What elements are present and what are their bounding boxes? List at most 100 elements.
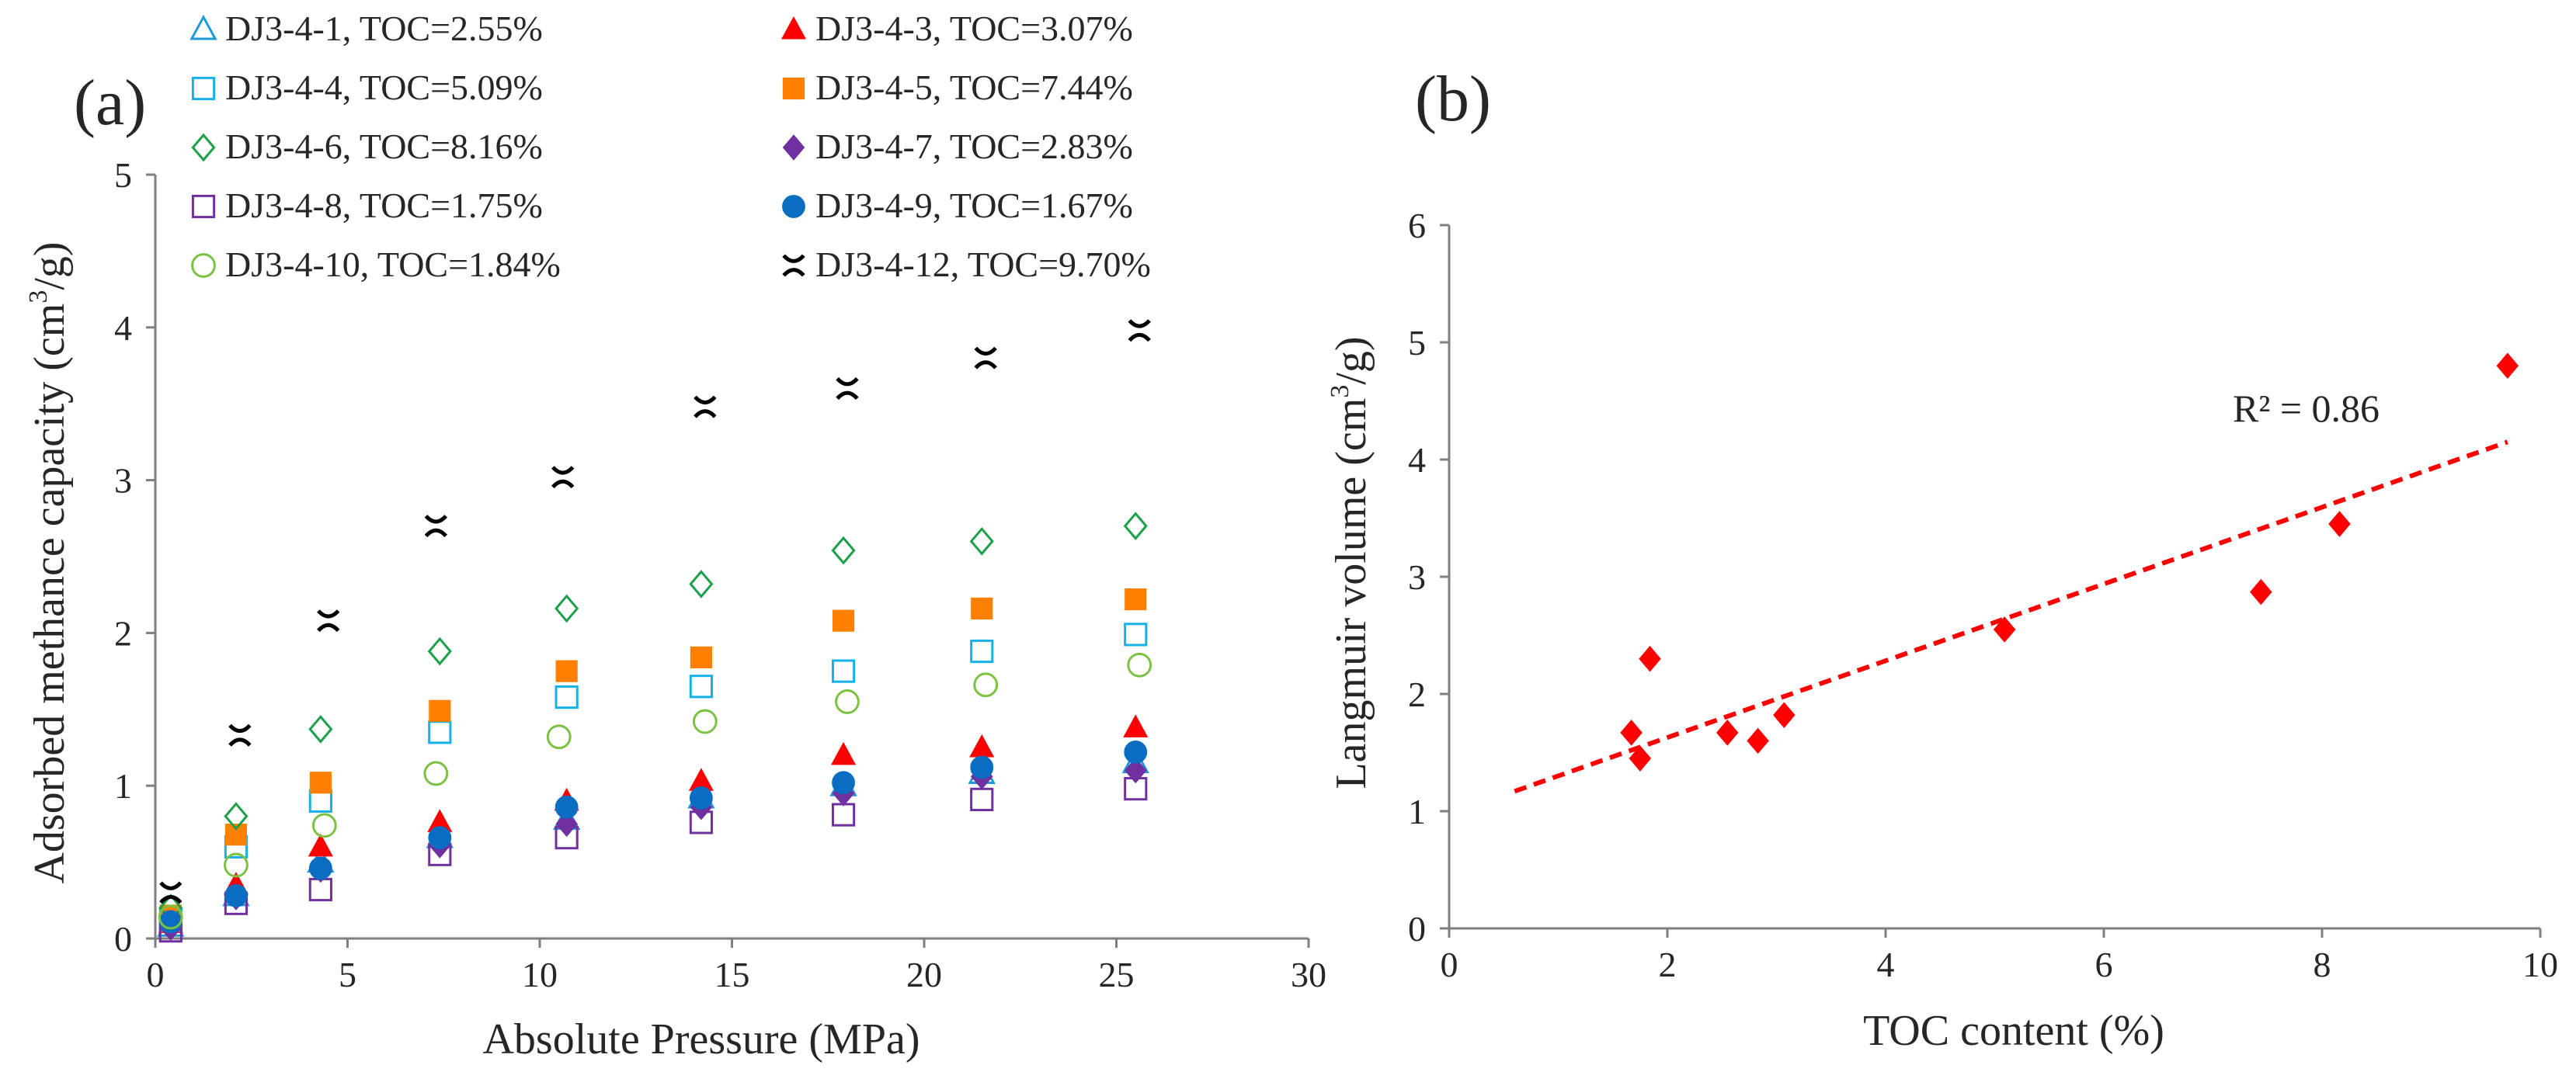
series-8 <box>158 741 1148 934</box>
legend-item: DJ3-4-8, TOC=1.75% <box>191 186 543 225</box>
y-tick-label: 5 <box>1408 323 1426 363</box>
legend-a: DJ3-4-1, TOC=2.55% DJ3-4-3, TOC=3.07% DJ3-… <box>189 9 1151 284</box>
data-point <box>1123 512 1148 540</box>
series-10 <box>159 319 1151 904</box>
legend-label: DJ3-4-8, TOC=1.75% <box>225 186 543 225</box>
series-1 <box>1620 352 2519 772</box>
data-point <box>1716 720 1739 746</box>
data-point <box>2250 578 2272 605</box>
data-point <box>831 536 856 565</box>
series-7 <box>158 777 1148 943</box>
data-point <box>1629 745 1652 772</box>
data-point <box>970 787 994 812</box>
data-point <box>228 723 252 747</box>
r-squared-annotation: R² = 0.86 <box>2233 387 2380 430</box>
legend-item: DJ3-4-9, TOC=1.67% <box>782 186 1133 225</box>
legend-label: DJ3-4-3, TOC=3.07% <box>815 9 1133 48</box>
data-point <box>690 786 713 810</box>
data-point <box>224 824 248 846</box>
legend-label: DJ3-4-1, TOC=2.55% <box>225 9 543 48</box>
data-point <box>224 883 248 907</box>
data-point <box>1125 588 1147 611</box>
series-2 <box>158 714 1149 933</box>
data-point <box>1127 652 1152 678</box>
panel-label-a: (a) <box>74 67 146 139</box>
legend-marker <box>191 76 216 101</box>
data-point <box>1124 741 1148 764</box>
data-point <box>224 852 249 878</box>
legend-item: DJ3-4-1, TOC=2.55% <box>189 9 543 48</box>
data-point <box>554 594 579 623</box>
legend-marker <box>782 77 805 100</box>
series-1 <box>157 748 1149 937</box>
data-point <box>1124 757 1147 784</box>
y-tick-label: 2 <box>114 613 132 653</box>
x-tick-label: 25 <box>1099 955 1135 994</box>
y-tick-label: 4 <box>1408 440 1426 480</box>
legend-label: DJ3-4-6, TOC=8.16% <box>225 127 543 166</box>
x-tick-label: 20 <box>906 955 942 994</box>
data-point <box>1124 777 1148 801</box>
data-point <box>1993 616 2016 643</box>
plot-area-b: 0 2 4 6 8 10 0 1 2 3 4 5 6 <box>1408 206 2558 984</box>
legend-marker <box>782 254 805 277</box>
legend-label: DJ3-4-9, TOC=1.67% <box>815 186 1133 225</box>
x-tick-label: 8 <box>2314 945 2331 984</box>
data-point <box>309 772 332 794</box>
data-point <box>554 826 579 850</box>
data-point <box>554 795 579 819</box>
data-point <box>831 803 856 827</box>
y-axis-title-b: Langmuir volume (cm3/g) <box>1326 336 1375 789</box>
data-point <box>831 659 856 683</box>
y-tick-label: 2 <box>1408 675 1426 714</box>
data-point <box>974 346 997 369</box>
data-point <box>551 466 575 489</box>
y-axis-title-a: Adsorbed methance capacity (cm3/g) <box>24 241 74 883</box>
data-point <box>969 734 995 758</box>
chart-panel-a: (a) 0 5 10 15 20 25 30 0 1 2 3 4 5 DJ3-4-1, TOC=2.55… <box>24 9 1326 1063</box>
data-point <box>694 395 717 418</box>
chart-panel-b: (b) 0 2 4 6 8 10 0 1 2 3 4 5 6 R² = 0.86 TOC content… <box>1326 63 2558 1055</box>
panel-label-b: (b) <box>1415 63 1491 135</box>
data-point <box>1773 702 1796 728</box>
data-point <box>692 709 718 734</box>
y-tick-label: 4 <box>114 308 132 348</box>
data-point <box>423 761 449 786</box>
legend-label: DJ3-4-12, TOC=9.70% <box>815 245 1151 284</box>
legend-label: DJ3-4-7, TOC=2.83% <box>815 127 1133 166</box>
data-point <box>158 904 183 930</box>
data-point <box>970 639 994 664</box>
data-point <box>308 856 332 880</box>
series-9 <box>158 652 1152 930</box>
data-point <box>429 699 451 722</box>
legend-marker <box>782 134 805 161</box>
y-tick-label: 0 <box>1408 909 1426 949</box>
y-tick-label: 3 <box>114 461 132 501</box>
x-tick-label: 15 <box>714 955 750 994</box>
legend-item: DJ3-4-3, TOC=3.07% <box>780 9 1133 48</box>
y-tick-label: 1 <box>1408 792 1426 831</box>
data-point <box>832 771 855 795</box>
legend-item: DJ3-4-5, TOC=7.44% <box>782 68 1133 107</box>
legend-marker <box>191 253 216 278</box>
data-point <box>158 910 183 934</box>
data-point <box>832 609 855 632</box>
y-tick-label: 6 <box>1408 206 1426 245</box>
data-point <box>836 376 859 401</box>
data-point <box>428 826 452 850</box>
data-point <box>970 755 994 779</box>
legend-label: DJ3-4-10, TOC=1.84% <box>225 245 561 284</box>
plot-area-a: 0 5 10 15 20 25 30 0 1 2 3 4 5 <box>114 155 1326 994</box>
data-point <box>835 689 860 714</box>
y-tick-label: 0 <box>114 919 132 959</box>
y-tick-label: 5 <box>114 155 132 195</box>
data-point <box>971 597 993 620</box>
x-tick-label: 4 <box>1877 945 1895 984</box>
y-tick-label: 3 <box>1408 557 1426 597</box>
data-point <box>317 609 340 633</box>
data-point <box>831 741 857 765</box>
data-point <box>1124 623 1148 647</box>
legend-item: DJ3-4-4, TOC=5.09% <box>191 68 543 107</box>
x-tick-label: 6 <box>2095 945 2113 984</box>
